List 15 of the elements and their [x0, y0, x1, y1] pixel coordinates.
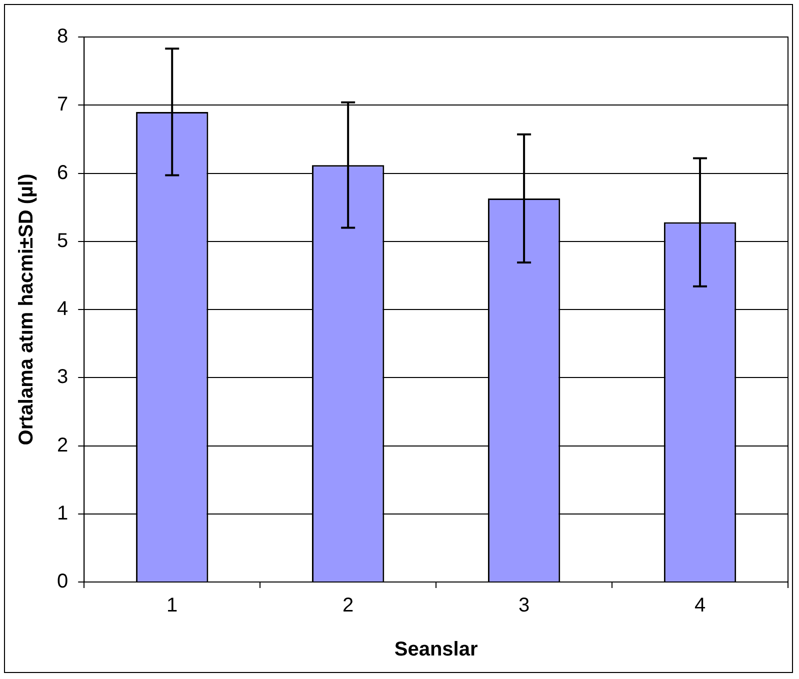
x-tick-label: 1 [166, 594, 178, 617]
y-axis-title: Ortalama atım hacmi±SD (µl) [16, 174, 38, 446]
y-tick-label: 6 [57, 162, 68, 184]
y-tick-label: 3 [57, 366, 68, 388]
x-axis-title: Seanslar [394, 638, 478, 661]
x-tick-label: 2 [342, 594, 354, 617]
y-tick-label: 1 [57, 502, 68, 524]
y-tick-label: 5 [57, 230, 68, 252]
y-tick-label: 8 [57, 26, 68, 48]
x-tick-label: 4 [694, 594, 706, 617]
y-tick-label: 7 [57, 94, 68, 116]
y-tick-label: 4 [57, 298, 68, 320]
y-tick-label: 0 [57, 570, 68, 593]
x-tick-label: 3 [518, 594, 530, 617]
y-tick-label: 2 [57, 434, 68, 456]
